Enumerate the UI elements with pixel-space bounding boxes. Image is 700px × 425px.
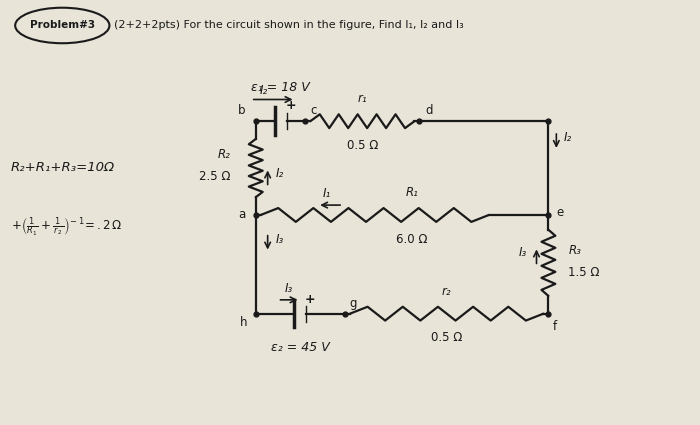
Text: R₁: R₁ <box>405 186 419 199</box>
Text: 6.0 Ω: 6.0 Ω <box>396 233 428 246</box>
Text: Problem#3: Problem#3 <box>29 20 95 31</box>
Text: ε₂ = 45 V: ε₂ = 45 V <box>271 341 330 354</box>
Text: R₂: R₂ <box>218 148 231 161</box>
Text: (2+2+2pts) For the circuit shown in the figure, Find I₁, I₂ and I₃: (2+2+2pts) For the circuit shown in the … <box>114 20 463 31</box>
Text: R₃: R₃ <box>568 244 581 258</box>
Text: e: e <box>556 207 564 219</box>
Text: I₁: I₁ <box>323 187 331 200</box>
Text: I₂: I₂ <box>564 131 571 144</box>
Text: 2.5 Ω: 2.5 Ω <box>199 170 231 183</box>
Text: R₂+R₁+R₃=10Ω: R₂+R₁+R₃=10Ω <box>10 161 115 173</box>
Text: $\!+\!\left(\frac{1}{R_1}+\frac{1}{\,r_2\,}\right)^{\!-1}\!=.2\,\Omega$: $\!+\!\left(\frac{1}{R_1}+\frac{1}{\,r_2… <box>10 215 122 238</box>
Text: I₃: I₃ <box>518 246 526 259</box>
Text: +: + <box>285 99 296 112</box>
Text: 0.5 Ω: 0.5 Ω <box>346 139 378 152</box>
Text: a: a <box>239 209 246 221</box>
Text: h: h <box>240 316 248 329</box>
Text: ε₁ = 18 V: ε₁ = 18 V <box>251 81 310 94</box>
Text: I₂: I₂ <box>276 167 284 181</box>
Text: g: g <box>349 297 356 310</box>
Text: r₂: r₂ <box>442 285 452 298</box>
Text: 0.5 Ω: 0.5 Ω <box>431 332 463 344</box>
Text: d: d <box>426 104 433 117</box>
Text: c: c <box>310 104 316 117</box>
Text: +: + <box>305 293 316 306</box>
Text: f: f <box>552 320 557 333</box>
Text: I₃: I₃ <box>284 282 293 295</box>
Text: I₃: I₃ <box>276 232 284 246</box>
Text: 1.5 Ω: 1.5 Ω <box>568 266 600 279</box>
Text: b: b <box>238 104 246 117</box>
Text: I₂: I₂ <box>260 84 268 96</box>
Text: r₁: r₁ <box>358 92 368 105</box>
